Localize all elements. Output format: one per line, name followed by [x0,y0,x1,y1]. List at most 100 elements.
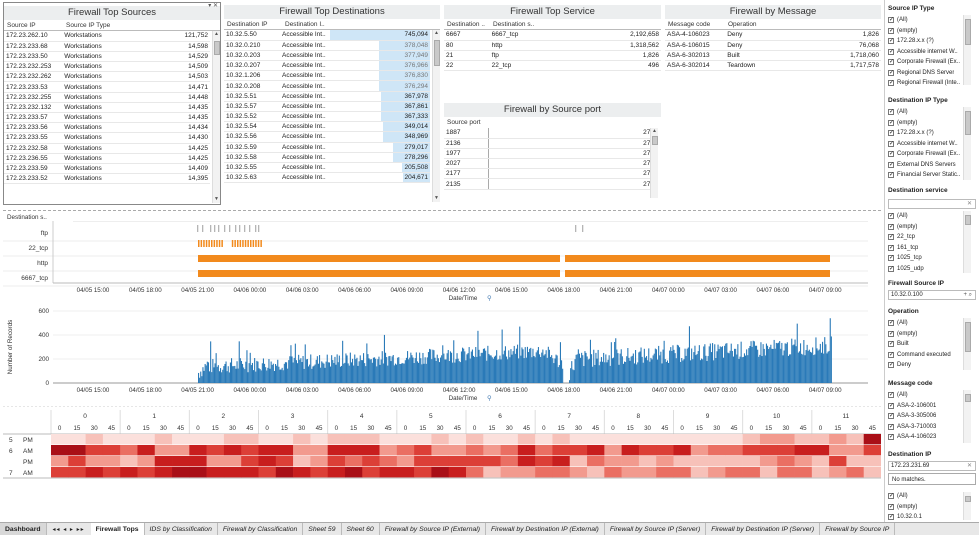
sheet-tab[interactable]: Sheet 59 [303,523,342,535]
scrollbar[interactable] [963,390,971,443]
scroll-thumb[interactable] [965,394,971,402]
scroll-thumb[interactable] [434,40,440,66]
table-row[interactable]: 10.32.1.206 Accessible Int.. 376,830 [224,70,430,82]
scroll-thumb[interactable] [965,496,971,502]
table-row[interactable]: 172.23.232.253 Workstations 14,509 [4,61,210,73]
sheet-tab[interactable]: Firewall Tops [90,523,145,535]
scroll-thumb[interactable] [965,322,971,352]
scrollbar[interactable]: ▲ [650,128,658,198]
checkbox-checked-icon[interactable] [888,68,894,78]
filter-option[interactable]: (All) [888,15,976,26]
table-row[interactable]: 10.32.5.50 Accessible Int.. 745,094 [224,30,430,41]
checkbox-checked-icon[interactable] [888,47,894,57]
table-row[interactable]: 172.23.232.132 Workstations 14,435 [4,102,210,114]
table-row[interactable]: 2177 274 [444,168,656,180]
table-row[interactable]: 172.23.233.52 Workstations 14,395 [4,173,210,185]
checkbox-checked-icon[interactable] [888,350,894,360]
table-row[interactable]: 1977 274 [444,148,656,160]
scroll-thumb[interactable] [652,136,658,145]
filter-option[interactable]: Regional Firewall (Inte.. [888,78,976,89]
scrollbar[interactable]: ▲ ▼ [432,30,440,202]
sheet-tab[interactable]: Firewall by Source IP [820,523,896,535]
table-row[interactable]: 2027 274 [444,158,656,170]
filter-option[interactable]: ASA-3-710003 [888,422,976,432]
col-header[interactable]: Message code [668,21,711,28]
col-header[interactable]: Destination I.. [285,21,325,28]
table-row[interactable]: 10.32.5.55 Accessible Int.. 205,508 [224,162,430,174]
scrollbar[interactable] [963,107,971,180]
filter-option[interactable]: (All) [888,390,976,401]
scroll-down-arrow-icon[interactable]: ▼ [214,196,219,202]
table-row[interactable]: 172.23.233.59 Workstations 14,409 [4,163,210,175]
filter-option[interactable]: 161_tcp [888,243,976,253]
scroll-thumb[interactable] [965,215,971,225]
checkbox-checked-icon[interactable] [888,512,894,523]
checkbox-checked-icon[interactable] [888,432,894,443]
checkbox-checked-icon[interactable] [888,360,894,371]
filter-option[interactable]: ASA-2-106001 [888,401,976,411]
dest-ip-input[interactable]: 172.23.231.69 ✕ [888,461,976,471]
filter-option[interactable]: 1025_udp [888,264,976,274]
table-row[interactable]: 10.32.5.57 Accessible Int.. 367,861 [224,101,430,113]
clear-icon[interactable]: ✕ [966,463,972,469]
table-row[interactable]: 1887 276 [444,128,656,139]
table-row[interactable]: 172.23.233.57 Workstations 14,435 [4,112,210,124]
panel-controls[interactable]: ▾ ✕ [208,3,218,9]
scrollbar[interactable] [963,211,971,273]
filter-option[interactable]: (empty) [888,118,976,128]
checkbox-checked-icon[interactable] [888,15,894,26]
checkbox-checked-icon[interactable] [888,160,894,170]
table-row[interactable]: 10.32.0.203 Accessible Int.. 377,949 [224,50,430,62]
filter-option[interactable]: External DNS Servers [888,160,976,170]
table-row[interactable]: 10.32.5.58 Accessible Int.. 278,296 [224,152,430,163]
filter-option[interactable]: 172.28.x.x (?) [888,128,976,139]
filter-option[interactable]: Accessible internet W.. [888,47,976,57]
clear-icon[interactable]: ✕ [966,201,972,207]
checkbox-checked-icon[interactable] [888,264,894,274]
filter-option[interactable]: Accessible internet W.. [888,139,976,149]
filter-option[interactable]: 22_tcp [888,232,976,243]
table-row[interactable]: 2136 276 [444,138,656,149]
col-header[interactable]: Destination .. [447,21,485,28]
table-row[interactable]: 10.32.0.210 Accessible Int.. 378,048 [224,40,430,51]
scroll-up-arrow-icon[interactable]: ▲ [434,30,439,36]
pin-icon[interactable]: ⚲ [487,394,492,402]
filter-option[interactable]: (All) [888,318,976,329]
sheet-tab[interactable]: Sheet 60 [342,523,380,535]
table-row[interactable]: 172.23.232.262 Workstations 14,503 [4,71,210,83]
table-row[interactable]: 10.32.5.51 Accessible Int.. 367,978 [224,91,430,102]
table-row[interactable]: 10.32.5.59 Accessible Int.. 279,017 [224,142,430,153]
scroll-thumb[interactable] [965,19,971,45]
add-icon[interactable]: + ⌕ [963,292,972,298]
filter-option[interactable]: Regional DNS Server [888,68,976,78]
checkbox-checked-icon[interactable] [888,232,894,243]
scroll-thumb[interactable] [214,41,220,55]
checkbox-checked-icon[interactable] [888,118,894,128]
filter-option[interactable]: (All) [888,211,976,222]
tab-dashboard[interactable]: Dashboard [0,523,47,535]
checkbox-checked-icon[interactable] [888,491,894,502]
table-row[interactable]: 172.23.236.55 Workstations 14,425 [4,153,210,164]
table-row[interactable]: 80 http 1,318,562 [444,40,661,51]
table-row[interactable]: 2135 273 [444,178,656,190]
filter-option[interactable]: 10.32.0.1 [888,512,976,523]
checkbox-checked-icon[interactable] [888,502,894,512]
checkbox-checked-icon[interactable] [888,401,894,411]
checkbox-checked-icon[interactable] [888,26,894,36]
filter-option[interactable]: Corporate Firewall (Ex.. [888,149,976,160]
scroll-up-arrow-icon[interactable]: ▲ [214,31,219,37]
sheet-tab[interactable]: Firewall by Classification [218,523,304,535]
checkbox-checked-icon[interactable] [888,36,894,47]
filter-option[interactable]: (empty) [888,502,976,512]
table-row[interactable]: 172.23.233.55 Workstations 14,430 [4,132,210,144]
filter-option[interactable]: ASA-4-106023 [888,432,976,443]
scrollbar[interactable]: ▲ ▼ [212,31,220,203]
filter-option[interactable]: Command executed [888,350,976,360]
checkbox-checked-icon[interactable] [888,339,894,350]
sheet-tab[interactable]: Firewall by Destination IP (Server) [706,523,821,535]
table-row[interactable]: ASA-6-302013 Built 1,718,060 [665,50,881,62]
table-row[interactable]: 10.32.5.63 Accessible Int.. 204,671 [224,172,430,184]
filter-option[interactable]: 1025_tcp [888,253,976,264]
filter-option[interactable]: ASA-3-305006 [888,411,976,422]
checkbox-checked-icon[interactable] [888,128,894,139]
